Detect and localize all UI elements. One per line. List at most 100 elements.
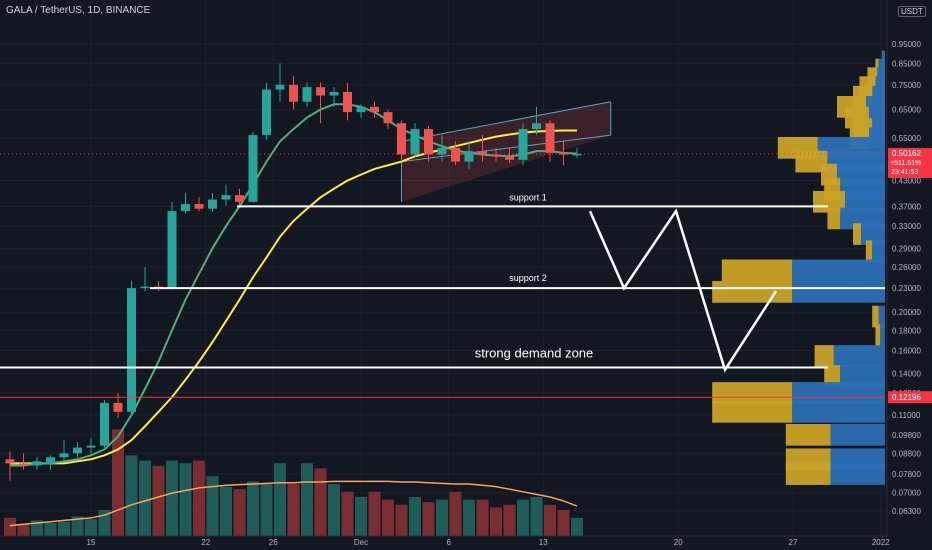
current-price-value: 0.50162	[892, 149, 921, 158]
price-tick-label: 0.29000	[892, 244, 921, 253]
volume-bar	[422, 502, 435, 536]
volume-bar	[71, 516, 84, 536]
price-tick-label: 0.07000	[892, 489, 921, 498]
volume-profile-gold	[875, 324, 881, 346]
candle-body[interactable]	[572, 153, 582, 156]
candle-body[interactable]	[478, 151, 487, 155]
price-tick-label: 0.33000	[892, 222, 921, 231]
candle-body[interactable]	[491, 154, 501, 157]
price-tick-label: 0.20000	[892, 308, 921, 317]
candle-body[interactable]	[545, 123, 555, 153]
volume-profile-blue	[792, 259, 885, 282]
volume-bar	[490, 507, 502, 536]
volume-profile-blue	[872, 240, 885, 263]
price-tick-label: 0.43000	[892, 177, 921, 186]
candle-body[interactable]	[113, 402, 123, 412]
volume-bar	[463, 499, 475, 536]
candle-body[interactable]	[356, 106, 366, 113]
candle-body[interactable]	[437, 147, 447, 155]
volume-bar	[152, 465, 165, 536]
price-tick-label: 0.14000	[892, 369, 921, 378]
candle-body[interactable]	[464, 151, 474, 162]
candle-body[interactable]	[86, 445, 96, 448]
candle-body[interactable]	[505, 156, 514, 160]
candle-body[interactable]	[275, 84, 285, 90]
current-price-change: +511.51%	[890, 160, 921, 167]
price-tick-label: 0.23000	[892, 284, 921, 293]
price-tick-label: 0.37000	[892, 202, 921, 211]
volume-bar	[476, 499, 489, 536]
volume-profile-blue	[792, 382, 885, 404]
candle-body[interactable]	[127, 288, 136, 412]
candle-body[interactable]	[181, 204, 190, 212]
volume-profile-gold	[712, 400, 793, 423]
time-axis-bg	[0, 536, 887, 550]
currency-badge[interactable]: USDT	[898, 6, 926, 17]
volume-bar	[341, 491, 354, 536]
candle-body[interactable]	[329, 91, 339, 96]
volume-bar	[395, 504, 408, 536]
candle-body[interactable]	[100, 402, 109, 446]
channel-upper[interactable]	[401, 101, 611, 142]
candle-body[interactable]	[532, 123, 541, 130]
candle-body[interactable]	[73, 447, 82, 454]
candle-body[interactable]	[167, 211, 177, 289]
volume-profile-gold	[712, 281, 793, 303]
candle-body[interactable]	[302, 87, 312, 102]
candle-body[interactable]	[194, 204, 204, 209]
volume-bar	[503, 504, 516, 536]
volume-bar	[557, 510, 570, 536]
candle-body[interactable]	[5, 459, 15, 464]
volume-bar	[58, 521, 70, 536]
candle-body[interactable]	[208, 199, 217, 209]
price-tick-label: 0.16000	[892, 347, 921, 356]
volume-bar	[206, 476, 219, 536]
candle-body[interactable]	[32, 461, 42, 466]
time-tick-label: 15	[87, 538, 96, 547]
candle-body[interactable]	[140, 286, 150, 289]
volume-bar	[85, 519, 97, 536]
volume-profile-gold	[795, 150, 828, 173]
candle-body[interactable]	[397, 123, 406, 155]
price-tick-label: 0.06300	[892, 507, 921, 516]
candle-body[interactable]	[289, 84, 298, 102]
time-tick-label: 13	[539, 538, 548, 547]
volume-bar	[517, 499, 529, 536]
support-2-label: support 2	[509, 273, 547, 283]
support-1-label: support 1	[509, 192, 547, 202]
volume-bar	[233, 489, 246, 536]
volume-bar	[355, 497, 367, 536]
candle-body[interactable]	[518, 129, 528, 160]
candle-body[interactable]	[559, 152, 568, 155]
candle-body[interactable]	[248, 135, 258, 202]
volume-profile-gold	[785, 423, 831, 446]
candle-body[interactable]	[19, 463, 28, 466]
volume-profile-blue	[878, 305, 885, 328]
time-tick-label: 26	[269, 538, 278, 547]
price-axis-bg	[887, 0, 932, 550]
candle-body[interactable]	[451, 147, 460, 162]
candle-body[interactable]	[221, 195, 231, 200]
volume-profile-blue	[833, 345, 885, 367]
volume-bar	[328, 484, 340, 536]
volume-profile-gold	[827, 207, 841, 230]
volume-profile-blue	[861, 223, 885, 245]
volume-bar	[220, 486, 232, 536]
candle-body[interactable]	[235, 195, 244, 202]
volume-profile-gold	[824, 365, 841, 387]
volume-bar	[166, 460, 178, 536]
candle-body[interactable]	[262, 89, 271, 136]
projection-path[interactable]	[588, 208, 778, 373]
candle-body[interactable]	[59, 453, 69, 458]
candle-body[interactable]	[316, 87, 325, 96]
candle-body[interactable]	[46, 457, 55, 464]
candle-body[interactable]	[370, 106, 379, 113]
volume-bar	[314, 468, 327, 536]
candle-body[interactable]	[383, 112, 393, 124]
candle-body[interactable]	[424, 129, 433, 155]
candle-body[interactable]	[410, 129, 420, 155]
channel-lower[interactable]	[401, 134, 611, 163]
candle-body[interactable]	[343, 91, 352, 113]
price-tick-label: 0.07800	[892, 470, 921, 479]
